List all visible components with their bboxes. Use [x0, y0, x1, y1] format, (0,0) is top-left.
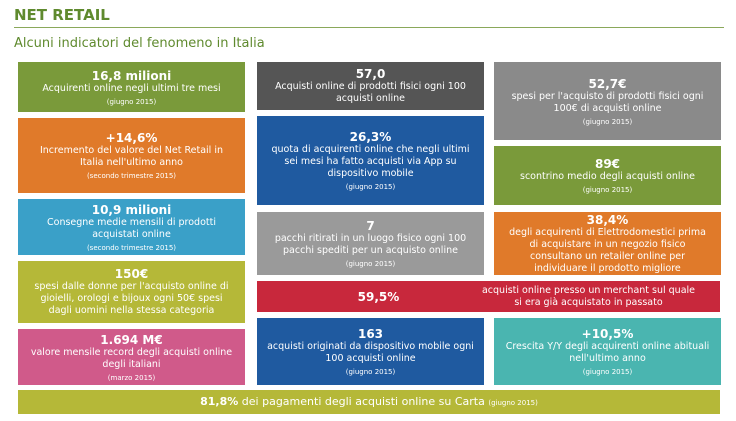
tile-text: valore mensile record degli acquisti onl…: [30, 346, 233, 370]
footer: 81,8% dei pagamenti degli acquisti onlin…: [18, 390, 720, 414]
tile-text: pacchi ritirati in un luogo fisico ogni …: [274, 233, 467, 256]
rule: [14, 27, 724, 28]
tile-value: 1.694 M€: [100, 332, 163, 347]
tile: 10,9 milioni Consegne medie mensili di pr…: [18, 199, 245, 255]
subtitle: Alcuni indicatori del fenomeno in Italia: [14, 36, 265, 51]
tile-value: +10,5%: [581, 327, 634, 341]
tile-note: (giugno 2015): [345, 183, 396, 191]
tile-value: 7: [366, 219, 375, 233]
tile: 89€ scontrino medio degli acquisti online…: [494, 146, 721, 205]
tile-text: quota di acquirenti online che negli ult…: [271, 144, 470, 179]
tile-text: Incremento del valore del Net Retail in …: [39, 145, 223, 168]
tile-note: (giugno 2015): [582, 186, 633, 194]
tile: 26,3% quota di acquirenti online che negl…: [257, 116, 484, 205]
tile: 16,8 milioni Acquirenti online negli ulti…: [18, 62, 245, 112]
tile-value: 57,0: [355, 67, 386, 81]
tile-value: 10,9 milioni: [91, 202, 172, 217]
tile: 150€ spesi dalle donne per l'acquisto onl…: [18, 261, 245, 323]
tile-text: spesi per l'acquisto di prodotti fisici …: [511, 90, 704, 114]
tile-value: 59,5%: [357, 289, 400, 304]
tile-note: (giugno 2015): [582, 368, 633, 376]
tile-note: (giugno 2015): [106, 97, 157, 106]
tile-note: (secondo trimestre 2015): [86, 172, 177, 180]
tile: +14,6% Incremento del valore del Net Reta…: [18, 118, 245, 193]
tile-text: spesi dalle donne per l'acquisto online …: [34, 281, 229, 316]
tile-text: Consegne medie mensili di prodotti acqui…: [47, 216, 216, 240]
tile: 7 pacchi ritirati in un luogo fisico ogni…: [257, 212, 484, 275]
footer-value: 81,8%: [200, 395, 239, 408]
tile-value: 52,7€: [588, 76, 627, 91]
tile-text: degli acquirenti di Elettrodomestici pri…: [509, 226, 706, 274]
tile-text: scontrino medio degli acquisti online: [520, 171, 695, 182]
footer-text: dei pagamenti degli acquisti online su C…: [241, 395, 485, 408]
tile-text: Crescita Y/Y degli acquirenti online abi…: [505, 341, 710, 364]
tile: 59,5% acquisti online presso un merchant …: [257, 281, 720, 312]
footer-note: (giugno 2015): [488, 399, 538, 407]
tile-note: (secondo trimestre 2015): [86, 243, 177, 252]
tile-text: Acquirenti online negli ultimi tre mesi: [42, 82, 221, 94]
tile-text: Acquisti online di prodotti fisici ogni …: [275, 81, 466, 104]
tile: +10,5% Crescita Y/Y degli acquirenti onli…: [494, 318, 721, 385]
tile: 163 acquisti originati da dispositivo mob…: [257, 318, 484, 385]
tile-note: (giugno 2015): [582, 117, 633, 126]
tile: 1.694 M€ valore mensile record degli acqu…: [18, 329, 245, 385]
tile: 38,4% degli acquirenti di Elettrodomestic…: [494, 212, 721, 275]
title: NET RETAIL: [14, 6, 110, 24]
tile: 52,7€ spesi per l'acquisto di prodotti fi…: [494, 62, 721, 140]
tile-text: acquisti online presso un merchant sul q…: [481, 284, 696, 308]
tile-value: 150€: [114, 267, 149, 281]
tile-value: 89€: [594, 157, 621, 171]
tile-value: 26,3%: [349, 130, 392, 144]
tile-value: 16,8 milioni: [91, 68, 172, 83]
tile-value: 38,4%: [586, 212, 629, 227]
tile-value: 163: [357, 327, 384, 341]
tile: 57,0 Acquisti online di prodotti fisici o…: [257, 62, 484, 110]
tile-note: (giugno 2015): [345, 260, 396, 268]
tile-value: +14,6%: [105, 131, 158, 145]
tile-note: (marzo 2015): [107, 373, 156, 382]
tile-text: acquisti originati da dispositivo mobile…: [267, 341, 474, 364]
tile-note: (giugno 2015): [345, 368, 396, 376]
